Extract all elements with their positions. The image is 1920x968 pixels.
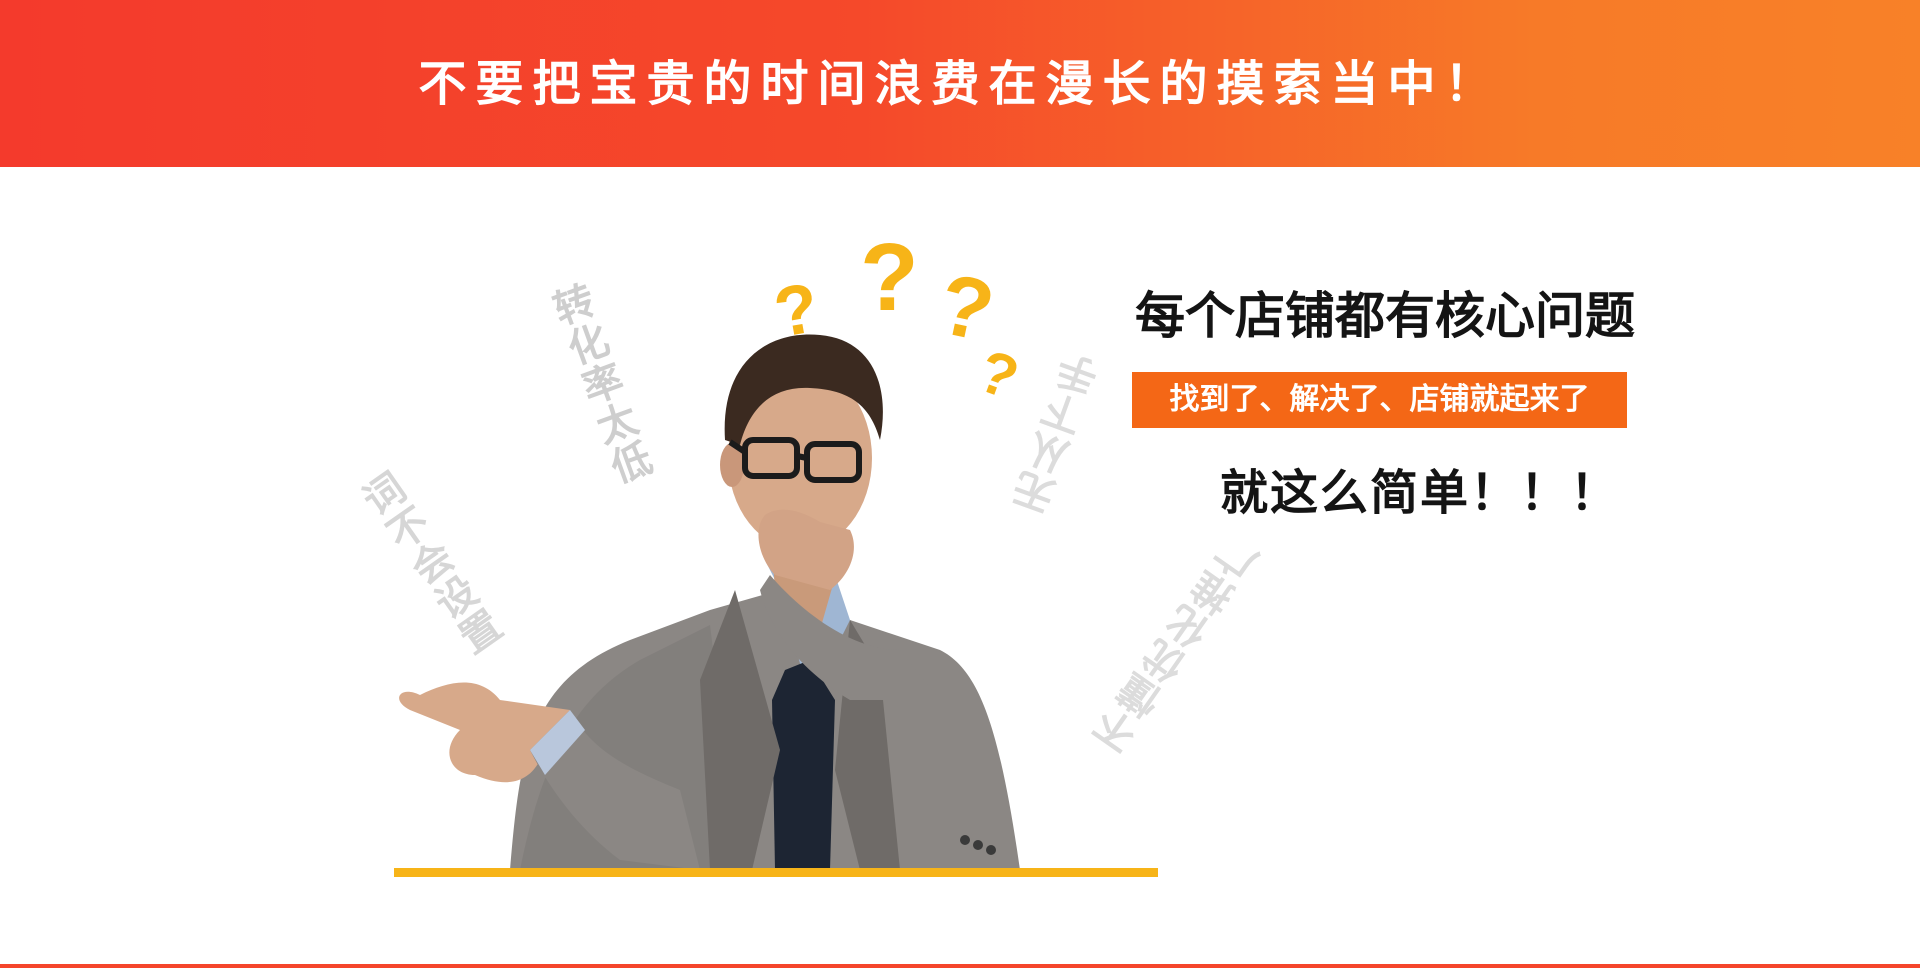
desk-line <box>394 868 1158 877</box>
bottom-divider <box>0 964 1920 968</box>
question-mark-icon: ? <box>860 224 919 331</box>
chin-hand <box>758 509 854 590</box>
hair <box>724 334 883 445</box>
promo-subtitle: 就这么简单！！！ <box>1219 465 1620 521</box>
thinking-man-illustration: 转化率太低 词不会设置 无从下手 不懂优化推广 ? ? ? ? <box>350 224 1270 890</box>
banner-headline: 不要把宝贵的时间浪费在漫长的摸索当中！ <box>418 56 1502 112</box>
promo-title: 每个店铺都有核心问题 <box>1135 287 1635 345</box>
promo-tag: 找到了、解决了、店铺就起来了 <box>1132 372 1627 428</box>
thinking-man-figure <box>399 334 1020 870</box>
top-banner: 不要把宝贵的时间浪费在漫长的摸索当中！ <box>0 0 1920 167</box>
tie <box>772 660 835 870</box>
glasses-icon <box>728 437 862 483</box>
